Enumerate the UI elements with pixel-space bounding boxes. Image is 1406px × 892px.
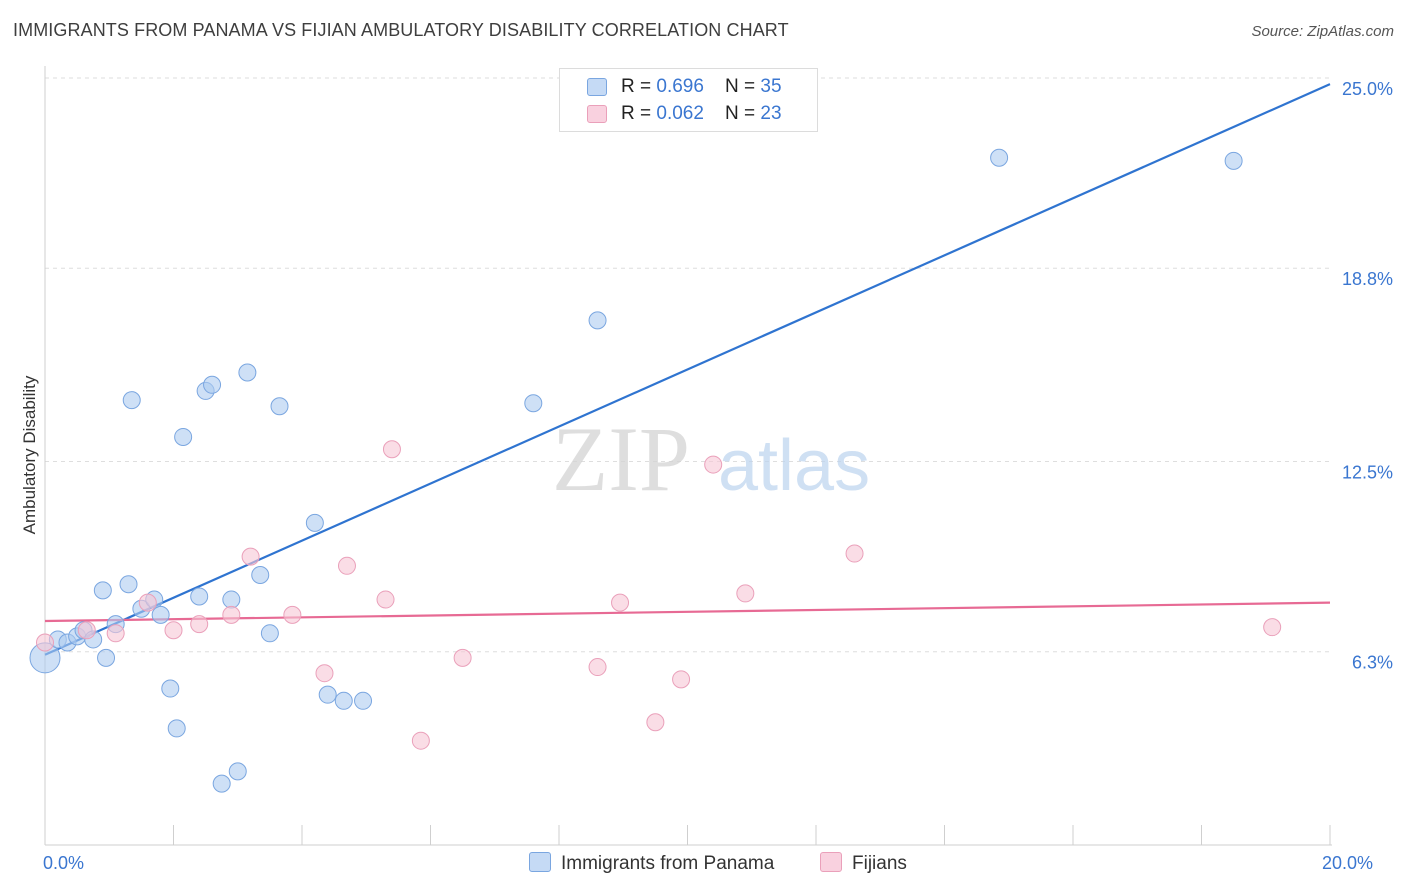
trend-line-panama — [44, 83, 1331, 656]
point-fijian — [736, 584, 755, 603]
legend-n-value-panama: 35 — [760, 76, 782, 97]
point-panama — [588, 311, 607, 330]
watermark-atlas: atlas — [718, 426, 870, 506]
y-tick-label: 12.5% — [1342, 463, 1393, 483]
y-axis-title: Ambulatory Disability — [20, 375, 39, 535]
point-fijian — [222, 605, 241, 624]
point-panama — [212, 774, 231, 793]
y-tick-label: 25.0% — [1342, 79, 1393, 99]
legend-r-value-fijians: 0.062 — [656, 103, 704, 124]
point-panama — [151, 605, 170, 624]
point-panama — [1224, 151, 1243, 170]
point-panama — [203, 375, 222, 394]
point-panama — [318, 685, 337, 704]
point-panama — [167, 719, 186, 738]
point-panama — [354, 691, 373, 710]
point-fijian — [138, 593, 157, 612]
point-fijian — [1263, 618, 1282, 637]
point-panama — [222, 590, 241, 609]
point-fijian — [376, 590, 395, 609]
point-fijian — [611, 593, 630, 612]
legend-swatch-panama — [587, 78, 607, 96]
point-fijian — [241, 547, 260, 566]
trend-line-fijian — [44, 601, 1331, 623]
source-credit: Source: ZipAtlas.com — [1251, 23, 1394, 40]
point-panama — [238, 363, 257, 382]
bottom-legend-swatch-panama — [529, 852, 551, 872]
trend-lines — [44, 83, 1331, 656]
point-fijian — [283, 605, 302, 624]
point-panama — [270, 397, 289, 416]
axes — [44, 66, 1332, 846]
point-fijian — [190, 615, 209, 634]
point-fijian — [646, 713, 665, 732]
point-panama — [190, 587, 209, 606]
point-fijian — [453, 648, 472, 667]
point-panama — [990, 148, 1009, 167]
x-tick-label-min: 0.0% — [43, 853, 85, 873]
bottom-legend-swatch-fijians — [820, 852, 842, 872]
legend-swatch-fijians — [587, 105, 607, 123]
bottom-legend-fijians: Fijians — [820, 852, 907, 875]
point-panama — [93, 581, 112, 600]
point-fijian — [672, 670, 691, 689]
y-tick-label: 6.3% — [1352, 653, 1393, 673]
point-fijian — [411, 731, 430, 750]
legend-n-value-fijians: 23 — [760, 103, 782, 124]
point-fijian — [77, 621, 96, 640]
point-fijian — [36, 633, 54, 652]
point-panama — [161, 679, 180, 698]
point-panama — [122, 391, 141, 410]
legend-n-label: N = — [725, 76, 761, 97]
point-fijian — [315, 664, 334, 683]
bottom-legend-label-panama: Immigrants from Panama — [561, 853, 775, 874]
legend-n-label: N = — [725, 103, 761, 124]
point-panama — [119, 575, 138, 594]
point-panama — [174, 427, 193, 446]
point-panama — [97, 648, 116, 667]
legend-r-label: R = — [621, 76, 657, 97]
point-panama — [334, 691, 353, 710]
point-panama — [305, 513, 324, 532]
point-panama — [260, 624, 279, 643]
point-fijian — [337, 556, 356, 575]
legend-r-label: R = — [621, 103, 657, 124]
point-fijian — [845, 544, 864, 563]
bottom-legend-label-fijians: Fijians — [852, 853, 907, 874]
legend-r-value-panama: 0.696 — [656, 76, 704, 97]
point-fijian — [106, 624, 125, 643]
point-fijian — [704, 455, 723, 474]
point-fijian — [382, 440, 401, 459]
point-panama — [228, 762, 247, 781]
point-panama — [524, 394, 543, 413]
point-fijian — [588, 658, 607, 677]
point-fijian — [164, 621, 183, 640]
y-tick-labels: 6.3% 12.5% 18.8% 25.0% — [1342, 79, 1393, 673]
data-points — [29, 148, 1282, 793]
watermark-zip: ZIP — [552, 408, 690, 510]
x-tick-label-max: 20.0% — [1322, 853, 1374, 873]
correlation-legend: R = 0.696 N = 35 R = 0.062 N = 23 — [559, 68, 818, 132]
bottom-legend-panama: Immigrants from Panama — [529, 852, 774, 875]
gridlines — [45, 77, 1330, 653]
point-panama — [251, 566, 270, 585]
y-tick-label: 18.8% — [1342, 269, 1393, 289]
chart-title: IMMIGRANTS FROM PANAMA VS FIJIAN AMBULAT… — [13, 20, 789, 40]
